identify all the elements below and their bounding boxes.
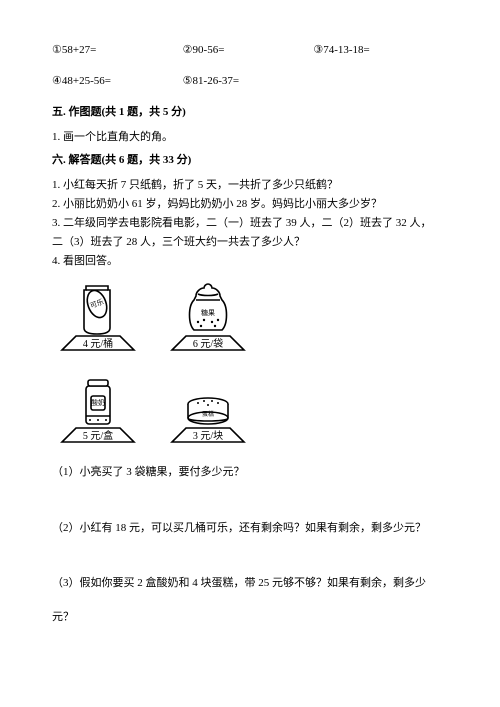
cola-price: 4 元/桶 (83, 337, 113, 350)
yogurt-price: 5 元/盒 (83, 429, 113, 442)
section-6-sub2: （2）小红有 18 元，可以买几桶可乐，还有剩余吗？如果有剩余，剩多少元？ (52, 520, 448, 537)
cola-icon: 可乐 4 元/桶 (58, 280, 138, 352)
calc-row-1: ①58+27= ②90-56= ③74-13-18= (52, 42, 448, 59)
calc-problem: ③74-13-18= (313, 42, 444, 59)
section-6-q2: 2. 小丽比奶奶小 61 岁，妈妈比奶奶小 28 岁。妈妈比小丽大多少岁？ (52, 196, 448, 213)
calc-row-2: ④48+25-56= ⑤81-26-37= (52, 73, 448, 90)
candy-price: 6 元/袋 (193, 337, 223, 350)
sub3-line1: （3）假如你要买 2 盒酸奶和 4 块蛋糕，带 25 元够不够？如果有剩余，剩多… (52, 577, 426, 589)
calc-problem: ④48+25-56= (52, 73, 183, 90)
sub3-line2: 元？ (52, 611, 74, 623)
product-row-1: 可乐 4 元/桶 糖果 (58, 280, 448, 352)
section-5-title: 五. 作图题(共 1 题，共 5 分) (52, 104, 448, 121)
calc-problem: ②90-56= (183, 42, 314, 59)
calc-problem: ⑤81-26-37= (183, 73, 314, 90)
calc-problem: ①58+27= (52, 42, 183, 59)
page: ①58+27= ②90-56= ③74-13-18= ④48+25-56= ⑤8… (0, 0, 500, 707)
section-6-q1: 1. 小红每天折 7 只纸鹤，折了 5 天，一共折了多少只纸鹤？ (52, 177, 448, 194)
product-row-2: 酸奶 5 元/盒 蛋糕 (58, 372, 448, 444)
cake-label: 蛋糕 (202, 410, 214, 418)
section-6-sub1: （1）小亮买了 3 袋糖果，要付多少元？ (52, 464, 448, 481)
candy-label: 糖果 (201, 308, 215, 317)
cake-price: 3 元/块 (193, 430, 223, 442)
section-6-q3a: 3. 二年级同学去电影院看电影，二（一）班去了 39 人，二（2）班去了 32 … (52, 215, 448, 232)
yogurt-icon: 酸奶 5 元/盒 (58, 372, 138, 444)
section-6-title: 六. 解答题(共 6 题，共 33 分) (52, 152, 448, 169)
section-6-q3b: 二（3）班去了 28 人，三个班大约一共去了多少人？ (52, 234, 448, 251)
section-6-q4: 4. 看图回答。 (52, 253, 448, 270)
candy-icon: 糖果 6 元/袋 (168, 280, 248, 352)
product-yogurt: 酸奶 5 元/盒 (58, 372, 138, 444)
calc-empty (313, 73, 444, 90)
section-6-sub3: （3）假如你要买 2 盒酸奶和 4 块蛋糕，带 25 元够不够？如果有剩余，剩多… (52, 575, 448, 626)
product-candy: 糖果 6 元/袋 (168, 280, 248, 352)
yogurt-label: 酸奶 (91, 398, 105, 407)
section-5-q1: 1. 画一个比直角大的角。 (52, 129, 448, 146)
product-cola: 可乐 4 元/桶 (58, 280, 138, 352)
product-cake: 蛋糕 3 元/块 (168, 372, 248, 444)
product-grid: 可乐 4 元/桶 糖果 (52, 280, 448, 444)
cake-icon: 蛋糕 3 元/块 (168, 372, 248, 444)
